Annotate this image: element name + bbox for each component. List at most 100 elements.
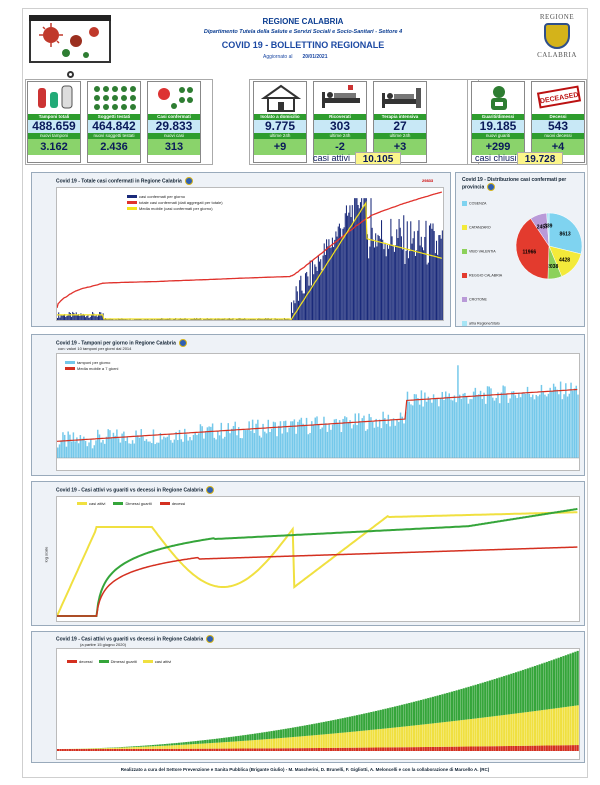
daily-test-bar [481, 398, 484, 458]
stacked-deceased-bar [310, 748, 314, 751]
stacked-deceased-bar [249, 748, 252, 751]
region-badge-icon [487, 183, 496, 191]
daily-test-bar [295, 433, 297, 458]
stacked-deceased-bar [163, 748, 166, 751]
stacked-active-bar [479, 717, 482, 747]
daily-test-bar [222, 438, 224, 458]
stacked-active-bar [514, 713, 518, 746]
daily-test-bar [505, 394, 508, 458]
stat-sub-label: ultime 24h [314, 133, 366, 139]
daily-test-bar [312, 424, 315, 458]
daily-test-bar [384, 418, 386, 458]
daily-test-bar [450, 399, 452, 458]
daily-case-bar [420, 236, 422, 320]
daily-case-bar [389, 244, 391, 320]
stacked-deceased-bar [244, 748, 247, 751]
daily-case-bar [313, 274, 315, 320]
stacked-active-bar [121, 747, 124, 749]
stacked-recovered-bar [213, 738, 216, 743]
stacked-recovered-bar [503, 676, 506, 715]
stacked-recovered-bar [377, 710, 380, 730]
stacked-recovered-bar [287, 728, 290, 738]
stacked-deceased-bar [121, 748, 124, 751]
daily-test-bar [479, 390, 482, 458]
daily-test-bar [307, 434, 310, 458]
daily-case-bar [96, 316, 98, 320]
stacked-deceased-bar [256, 748, 259, 751]
daily-test-bar [453, 395, 456, 458]
stacked-deceased-bar [382, 747, 385, 751]
daily-test-bar [57, 447, 59, 458]
stacked-active-bar [536, 710, 539, 746]
stacked-active-bar [109, 747, 112, 749]
stacked-deceased-bar [562, 745, 565, 751]
daily-test-bar [260, 437, 263, 458]
stacked-deceased-bar [336, 747, 340, 751]
stacked-deceased-bar [398, 747, 401, 751]
stacked-recovered-bar [351, 716, 354, 732]
stacked-active-bar [277, 738, 280, 749]
stacked-active-bar [500, 715, 503, 747]
daily-case-bar [94, 316, 96, 320]
daily-test-bar [427, 396, 430, 458]
daily-test-bar [495, 397, 497, 458]
stacked-deceased-bar [73, 748, 76, 751]
stacked-active-bar [503, 714, 506, 747]
stacked-chart [57, 650, 579, 751]
stacked-deceased-bar [545, 745, 548, 751]
daily-case-bar [93, 313, 95, 320]
daily-test-bar [130, 443, 132, 458]
daily-test-bar [490, 388, 492, 458]
stacked-deceased-bar [476, 746, 480, 751]
stacked-deceased-bar [116, 748, 119, 751]
stacked-deceased-bar [510, 745, 513, 751]
stacked-active-bar [282, 737, 285, 749]
daily-case-bar [419, 245, 421, 320]
stacked-panel: Covid 19 - Casi attivi vs guariti vs dec… [31, 631, 585, 763]
daily-test-bar [377, 426, 379, 458]
stacked-deceased-bar [296, 748, 299, 751]
stacked-deceased-bar [541, 745, 544, 751]
daily-test-bar [194, 432, 196, 458]
stacked-active-bar [151, 746, 155, 749]
daily-test-bar [338, 420, 341, 458]
stacked-deceased-bar [85, 748, 88, 751]
stacked-active-bar [398, 726, 401, 748]
daily-test-bar [568, 393, 571, 458]
stacked-deceased-bar [291, 748, 295, 751]
daily-case-bar [342, 228, 344, 320]
daily-test-bar [107, 429, 109, 458]
daily-case-bar [296, 291, 298, 320]
stacked-recovered-bar [253, 733, 257, 741]
daily-case-bar [372, 239, 374, 320]
daily-test-bar [405, 411, 407, 458]
tests-legend: tamponi per giorno Media mobile a 7 gior… [65, 360, 119, 372]
stacked-active-bar [194, 743, 197, 749]
stacked-recovered-bar [121, 747, 124, 748]
stacked-recovered-bar [232, 736, 235, 742]
stacked-recovered-bar [550, 660, 553, 709]
stacked-deceased-bar [325, 747, 328, 751]
stat-sub-label: nuovi guariti [472, 133, 524, 139]
daily-test-bar [178, 429, 181, 458]
stacked-recovered-bar [488, 680, 491, 717]
stacked-active-bar [344, 732, 347, 748]
stacked-recovered-bar [163, 743, 166, 746]
daily-test-bar [364, 430, 367, 458]
daily-test-bar [177, 440, 179, 458]
daily-case-bar [329, 247, 331, 320]
stacked-deceased-bar [187, 748, 190, 751]
daily-case-bar [395, 245, 397, 320]
stacked-deceased-bar [199, 748, 202, 751]
daily-test-bar [359, 422, 362, 458]
stacked-deceased-bar [90, 748, 93, 751]
stacked-active-bar [313, 735, 316, 749]
stacked-recovered-bar [465, 687, 468, 720]
stacked-active-bar [382, 728, 385, 748]
stacked-active-bar [389, 727, 392, 748]
stacked-deceased-bar [365, 747, 368, 751]
daily-case-bar [59, 317, 61, 320]
stacked-active-bar [140, 746, 143, 749]
stacked-active-bar [137, 746, 140, 749]
stacked-active-bar [159, 745, 162, 749]
